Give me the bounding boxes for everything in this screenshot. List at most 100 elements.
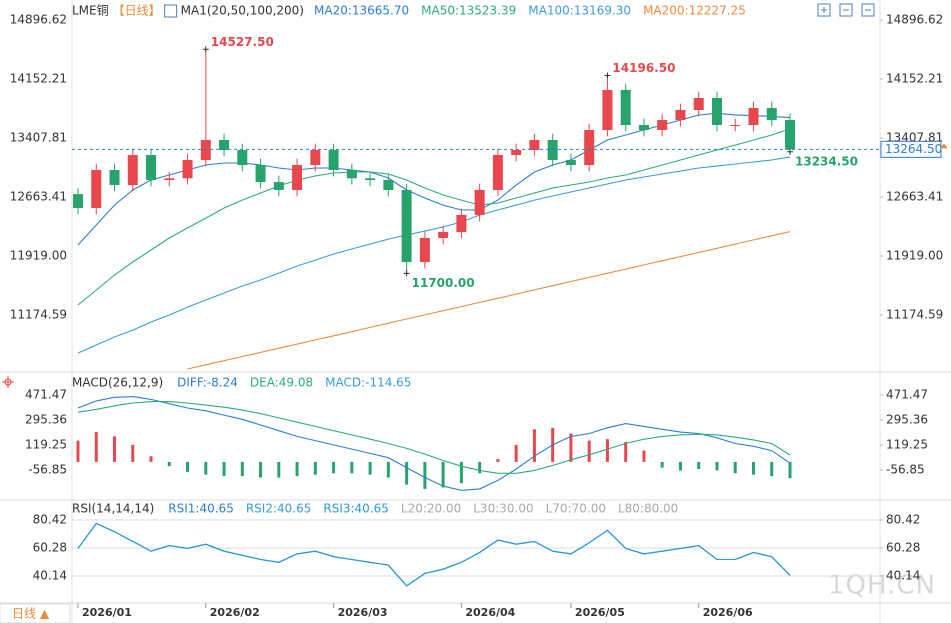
- macd-bar: [624, 442, 628, 462]
- candle-body: [438, 232, 449, 239]
- legend-label: L20:20.00: [401, 502, 461, 516]
- last-price-arrow: [940, 143, 948, 149]
- candle-body: [383, 180, 394, 190]
- macd-bar: [368, 461, 372, 475]
- y-tick-label: 471.47: [25, 387, 67, 401]
- macd-bar: [94, 432, 98, 462]
- y-tick-label: 40.14: [886, 568, 920, 582]
- candle-body: [292, 165, 303, 190]
- candle-body: [200, 139, 211, 161]
- y-tick-label: 80.42: [886, 512, 920, 526]
- legend-label: RSI(14,14,14): [72, 502, 154, 516]
- x-tick-label: 2026/05: [575, 606, 625, 619]
- candle-body: [492, 155, 503, 190]
- icon-fit[interactable]: [817, 3, 831, 17]
- candle-body: [785, 120, 795, 150]
- candle-body: [766, 107, 777, 121]
- macd-bar: [770, 461, 774, 477]
- macd-bar: [76, 440, 80, 462]
- last-price-box: [880, 140, 942, 158]
- annotation-label: 14196.50: [612, 61, 675, 75]
- candle-body: [474, 189, 485, 215]
- y-tick-label: 14152.21: [886, 72, 943, 86]
- ma-line: [77, 156, 791, 354]
- annotation-label: 13234.50: [795, 154, 858, 168]
- x-tick-label: 2026/03: [338, 606, 388, 619]
- legend-label: MA1(20,50,100,200): [181, 4, 304, 18]
- y-tick-label: 11919.00: [886, 249, 943, 263]
- candle-body: [346, 170, 357, 179]
- legend-label: DIFF:-8.24: [177, 376, 238, 390]
- y-tick-label: 295.36: [886, 412, 928, 426]
- macd-bar: [496, 459, 500, 462]
- y-tick-label: 60.28: [33, 540, 67, 554]
- macd-bar: [313, 461, 317, 475]
- ma-line: [187, 231, 791, 370]
- candle-body: [529, 139, 540, 151]
- legend-label: MA20:13665.70: [314, 4, 409, 18]
- candle-body: [91, 170, 102, 208]
- icon-zoom-in[interactable]: [839, 3, 853, 17]
- candle-body: [511, 150, 522, 156]
- y-tick-label: 13407.81: [10, 131, 67, 145]
- y-tick-label: 119.25: [886, 437, 928, 451]
- y-tick-label: -56.85: [28, 462, 67, 476]
- legend-label: MA200:12227.25: [643, 4, 746, 18]
- macd-bar: [295, 461, 299, 477]
- x-tick-label: 2026/02: [210, 606, 260, 619]
- macd-bar: [697, 461, 701, 470]
- y-tick-label: 12663.41: [10, 190, 67, 204]
- ma-line: [77, 112, 791, 246]
- macd-bar: [332, 461, 336, 474]
- ma-line: [77, 128, 791, 306]
- macd-bar: [405, 461, 409, 485]
- icon-zoom-out[interactable]: [861, 3, 875, 17]
- x-tick-label: 2026/06: [703, 606, 753, 619]
- macd-bar: [605, 439, 609, 462]
- macd-bar: [149, 456, 153, 462]
- macd-bar: [587, 440, 591, 462]
- settings-icon[interactable]: [2, 376, 14, 388]
- legend-label: LME铜: [72, 3, 109, 18]
- legend-label: 【日线】: [113, 4, 161, 18]
- legend-label: MA50:13523.39: [421, 4, 516, 18]
- y-tick-label: 14896.62: [10, 13, 67, 27]
- annotation-marker: [202, 46, 209, 53]
- candle-body: [219, 139, 230, 151]
- candle-body: [638, 125, 649, 130]
- macd-bar: [423, 461, 427, 489]
- macd-bar: [514, 444, 518, 462]
- legend-label: RSI1:40.65: [168, 502, 234, 516]
- candle-body: [547, 139, 558, 161]
- legend-label: L80:80.00: [618, 502, 678, 516]
- macd-bar: [113, 436, 117, 462]
- macd-bar: [204, 461, 208, 475]
- legend-label: L70:70.00: [546, 502, 606, 516]
- period-button[interactable]: [0, 603, 71, 623]
- macd-bar: [751, 461, 755, 475]
- legend-label: MACD(26,12,9): [72, 376, 163, 390]
- candle-body: [657, 120, 668, 130]
- legend-label: RSI2:40.65: [246, 502, 312, 516]
- candle-body: [602, 89, 613, 130]
- macd-bar: [532, 429, 536, 462]
- annotation-marker: [403, 270, 410, 277]
- macd-bar: [569, 433, 573, 462]
- candle-body: [675, 110, 686, 121]
- candle-body: [146, 155, 157, 181]
- annotation-label: 14527.50: [211, 35, 274, 49]
- macd-bar: [222, 461, 226, 477]
- candle-body: [693, 97, 704, 111]
- macd-bar: [788, 461, 792, 479]
- candle-body: [456, 214, 467, 233]
- macd-bar: [277, 461, 281, 478]
- period-button-label[interactable]: 日线 ▲: [12, 607, 50, 621]
- y-tick-label: 40.14: [33, 568, 67, 582]
- legend-label: L30:30.00: [473, 502, 533, 516]
- y-tick-label: -56.85: [886, 462, 925, 476]
- candle-body: [711, 97, 722, 126]
- y-tick-label: 80.42: [33, 512, 67, 526]
